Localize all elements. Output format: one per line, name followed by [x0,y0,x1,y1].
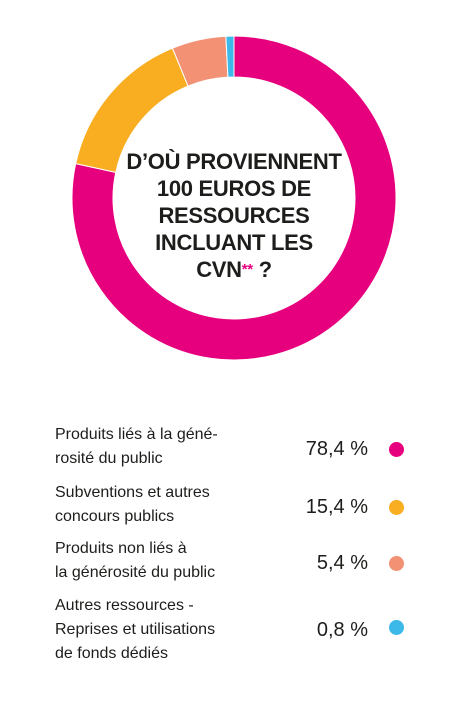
chart-title-line-text: INCLUANT LES CVN [155,230,313,282]
legend-dot [389,556,404,571]
legend-label-line: de fonds dédiés [55,645,168,662]
legend-value: 15,4 % [305,496,368,518]
legend-dot [389,620,404,635]
chart-title: D’OÙ PROVIENNENT 100 EUROS DE RESSOURCES… [124,148,344,283]
chart-title-suffix: ? [252,257,272,282]
legend-label-line: Autres ressources - [55,597,194,614]
chart-title-line: D’OÙ PROVIENNENT [126,149,342,174]
legend-label: Autres ressources - Reprises et utilisat… [55,594,265,666]
donut-chart [71,35,397,361]
chart-title-line-last: INCLUANT LES CVN** ? [124,229,344,283]
legend-label-line: concours publics [55,508,175,525]
legend-value: 78,4 % [305,438,368,460]
legend-label-line: rosité du public [55,450,163,467]
legend-label: Produits non liés à la générosité du pub… [55,537,265,585]
chart-title-line: RESSOURCES [158,203,310,228]
footnote-stars: ** [241,261,253,278]
legend-label-line: Produits liés à la géné- [55,426,218,443]
chart-title-line: 100 EUROS DE [156,176,312,201]
legend-dot [389,500,404,515]
legend-value: 0,8 % [316,619,368,641]
legend-label-line: Reprises et utilisations [55,621,216,638]
legend-label: Subventions et autres concours publics [55,481,265,529]
donut-slice-1 [71,35,397,361]
legend-label: Produits liés à la géné- rosité du publi… [55,423,265,471]
donut-slice-4 [225,35,235,78]
legend-label-line: Subventions et autres [55,484,210,501]
legend-label-line: la générosité du public [55,564,216,581]
legend-value: 5,4 % [316,552,368,574]
legend-label-line: Produits non liés à [55,540,187,557]
legend-dot [389,442,404,457]
